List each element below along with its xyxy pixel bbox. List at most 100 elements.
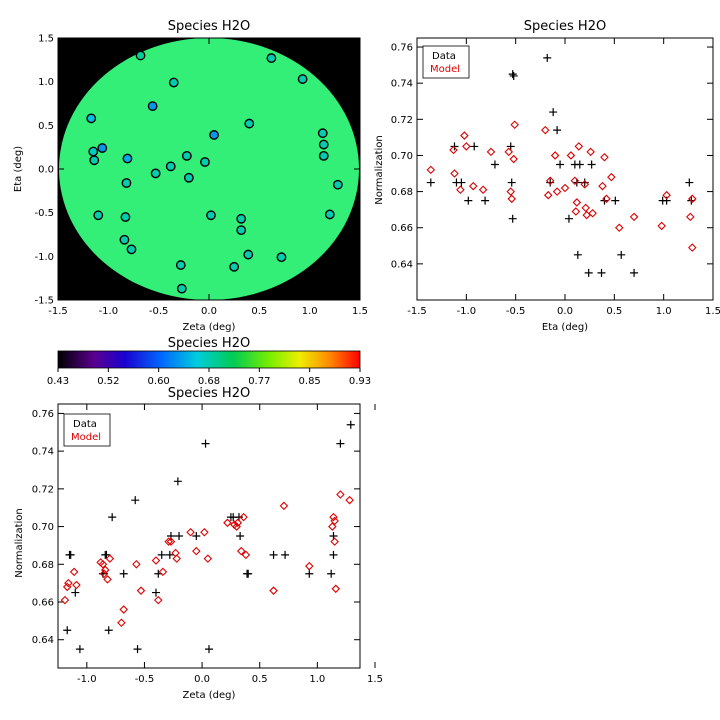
zeta-data-point (157, 550, 166, 559)
eta-data-point (549, 108, 558, 117)
eta-x-label: Eta (deg) (542, 322, 588, 333)
zeta-model-point (105, 554, 115, 563)
eta-data-point (508, 70, 517, 79)
map-point (147, 101, 158, 112)
eta-x-tick-label: 0.5 (606, 306, 622, 317)
zeta-data-point (192, 532, 201, 540)
zeta-x-label: Zeta (deg) (183, 690, 236, 701)
map-point (88, 146, 99, 157)
map-x-tick-label: 0.0 (201, 306, 217, 317)
eta-data-point (580, 178, 589, 187)
zeta-x-tick-label: 1.5 (367, 674, 383, 685)
map-point (317, 128, 328, 139)
zeta-chart-title: Species H2O (168, 386, 250, 401)
zeta-data-point (236, 532, 245, 540)
zeta-model-point (62, 582, 72, 592)
map-x-tick-label: 0.5 (251, 306, 267, 317)
zeta-model-point (329, 512, 338, 522)
zeta-model-point (336, 490, 345, 499)
zeta-model-point (331, 584, 341, 594)
map-x-tick-label: 1.5 (352, 306, 368, 317)
zeta-data-point (131, 496, 140, 505)
eta-data-point (481, 196, 490, 205)
eta-model-point (581, 203, 590, 213)
zeta-data-point (165, 550, 174, 559)
map-y-tick-label: 0.5 (38, 121, 54, 132)
zeta-model-point (330, 516, 339, 526)
zeta-model-point (166, 537, 176, 546)
zeta-data-point (305, 569, 314, 578)
zeta-model-point (328, 522, 337, 531)
eta-model-point (462, 142, 471, 151)
zeta-model-point (158, 567, 168, 577)
eta-model-point (450, 169, 459, 178)
map-y-tick-label: -0.5 (34, 208, 54, 219)
eta-data-point (564, 214, 573, 223)
zeta-y-tick-label: 0.72 (32, 484, 54, 495)
colorbar-gradient (57, 350, 361, 369)
zeta-model-point (154, 595, 163, 605)
colorbar-tick-label: 0.77 (248, 376, 270, 387)
eta-model-point (460, 131, 469, 140)
eta-model-point (602, 194, 611, 204)
eta-legend-box (422, 45, 470, 79)
map-point (324, 209, 335, 220)
map-point (236, 225, 247, 236)
zeta-x-tick-label: 0.0 (194, 674, 210, 685)
zeta-model-point (132, 560, 141, 569)
eta-data-point (597, 268, 606, 277)
zeta-data-point (327, 569, 336, 578)
map-point (121, 178, 132, 188)
zeta-data-point (108, 513, 117, 522)
map-x-tick-label: -1.5 (48, 306, 68, 317)
eta-model-point (545, 176, 555, 186)
eta-data-point (662, 196, 671, 205)
eta-data-point (426, 178, 435, 187)
zeta-y-tick-label: 0.66 (32, 598, 54, 609)
eta-data-point (685, 178, 694, 187)
eta-chart: Species H2O -1.5 -1.0 -0.5 0.0 0.5 1.0 1.5 0.64… (374, 19, 720, 333)
zeta-model-point (136, 586, 146, 595)
map-y-tick-label: -1.5 (34, 296, 54, 307)
map-point (318, 150, 329, 161)
eta-model-point (486, 147, 496, 157)
map-x-tick-label: -0.5 (149, 306, 169, 317)
zeta-model-point (305, 561, 314, 571)
zeta-model-point (239, 512, 248, 522)
zeta-model-point (233, 518, 243, 528)
map-point (175, 260, 186, 270)
map-x-tick-label: 1.0 (302, 306, 318, 317)
zeta-model-point (117, 618, 126, 628)
colorbar-tick-label: 0.85 (299, 376, 321, 387)
zeta-x-tick-label: 1.0 (309, 674, 325, 685)
eta-model-point (688, 243, 697, 252)
zeta-data-point (71, 588, 80, 597)
eta-data-point (617, 250, 626, 259)
zeta-legend-box (63, 413, 111, 447)
eta-data-point (587, 160, 596, 169)
eta-model-point (510, 120, 519, 130)
map-y-tick-label: 1.0 (38, 77, 54, 88)
zeta-data-point (133, 645, 142, 654)
eta-y-label: Normalization (374, 135, 385, 205)
map-point (332, 179, 343, 190)
eta-model-point (426, 165, 436, 175)
eta-x-tick-label: 1.0 (656, 306, 672, 317)
zeta-data-point (173, 477, 182, 486)
map-point (165, 161, 176, 172)
map-point (93, 210, 104, 221)
eta-model-point (607, 172, 616, 182)
zeta-data-point (104, 626, 113, 635)
eta-model-point (506, 187, 516, 196)
zeta-data-point (175, 532, 184, 540)
eta-x-tick-label: -0.5 (506, 306, 526, 317)
zeta-y-tick-label: 0.68 (32, 560, 54, 571)
map-point (150, 168, 161, 179)
eta-data-point (543, 53, 552, 62)
eta-x-tick-label: 1.5 (705, 306, 720, 317)
map-point (266, 53, 277, 63)
zeta-model-point (69, 567, 79, 577)
eta-model-point (657, 221, 666, 231)
eta-legend: Data Model (422, 45, 470, 79)
eta-model-point (570, 176, 580, 186)
